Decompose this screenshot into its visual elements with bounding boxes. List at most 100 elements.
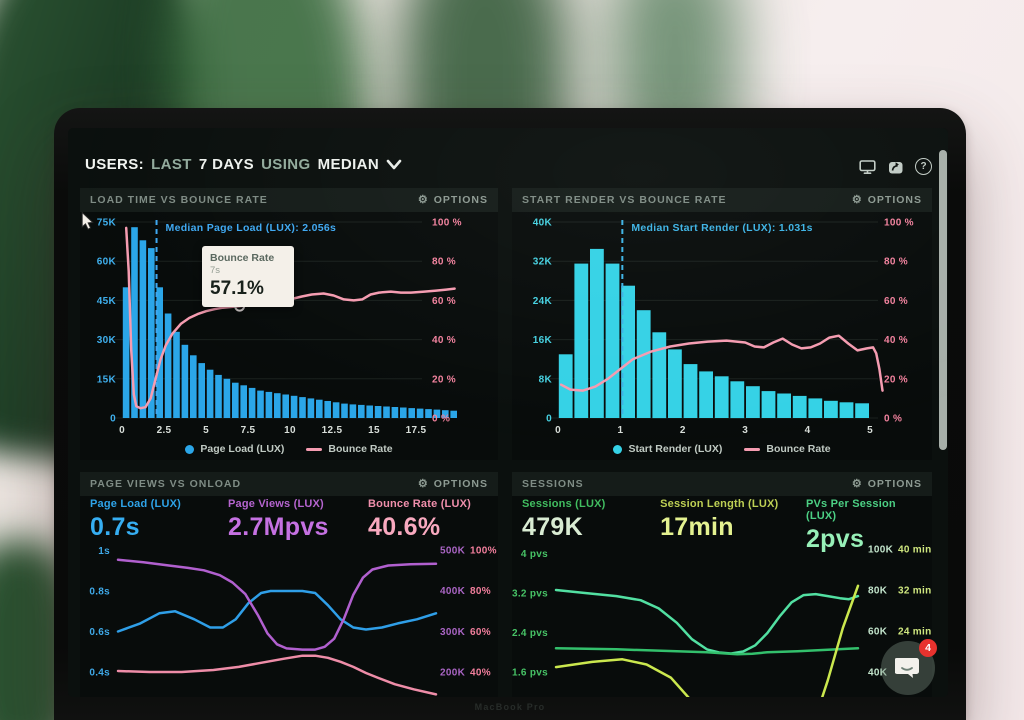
svg-text:0 %: 0 % bbox=[432, 414, 450, 425]
svg-text:15: 15 bbox=[368, 425, 380, 436]
metric-label: Page Views (LUX) bbox=[228, 498, 324, 510]
svg-text:32 min: 32 min bbox=[898, 586, 931, 597]
legend-label: Bounce Rate bbox=[328, 443, 393, 455]
tooltip-title: Bounce Rate bbox=[210, 252, 275, 264]
legend-item[interactable]: Page Load (LUX) bbox=[185, 443, 284, 455]
bezel-label: MacBook Pro bbox=[474, 702, 546, 712]
svg-text:40 %: 40 % bbox=[432, 335, 456, 346]
options-button[interactable]: ⚙ OPTIONS bbox=[418, 478, 488, 490]
legend-label: Start Render (LUX) bbox=[628, 443, 723, 455]
svg-text:100%: 100% bbox=[470, 546, 497, 557]
svg-text:0.4s: 0.4s bbox=[89, 668, 110, 679]
svg-text:10: 10 bbox=[284, 425, 296, 436]
svg-text:100 %: 100 % bbox=[884, 218, 914, 229]
metric: Page Views (LUX) 2.7Mpvs bbox=[228, 498, 368, 540]
metric: Page Load (LUX) 0.7s bbox=[90, 498, 228, 540]
page-views-chart[interactable]: 1s 0.8s 0.6s 0.4s 500K 100% 400K 80% 300K 60% 200K… bbox=[80, 540, 498, 697]
svg-text:12.5: 12.5 bbox=[322, 425, 343, 436]
svg-text:40 %: 40 % bbox=[884, 335, 908, 346]
svg-text:1s: 1s bbox=[98, 546, 110, 557]
svg-text:20 %: 20 % bbox=[884, 374, 908, 385]
metric-value: 2pvs bbox=[805, 525, 865, 553]
svg-text:15K: 15K bbox=[97, 374, 117, 385]
title-segment: USERS: bbox=[85, 156, 145, 173]
svg-text:0.8s: 0.8s bbox=[89, 587, 110, 598]
svg-text:16K: 16K bbox=[533, 335, 553, 346]
svg-text:24K: 24K bbox=[533, 296, 553, 307]
svg-text:80K: 80K bbox=[868, 586, 888, 597]
options-label: OPTIONS bbox=[867, 478, 922, 490]
legend-label: Bounce Rate bbox=[766, 443, 831, 455]
svg-text:Median Page Load (LUX): 2.056s: Median Page Load (LUX): 2.056s bbox=[166, 222, 337, 234]
svg-text:2.5: 2.5 bbox=[157, 425, 172, 436]
metric-label: Session Length (LUX) bbox=[660, 498, 779, 510]
svg-text:24 min: 24 min bbox=[898, 627, 931, 638]
display-icon[interactable] bbox=[859, 158, 876, 175]
legend-item[interactable]: Bounce Rate bbox=[306, 443, 393, 455]
svg-text:30K: 30K bbox=[97, 335, 117, 346]
laptop: USERS: LAST 7 DAYS USING MEDIAN ? bbox=[54, 108, 966, 720]
svg-text:200K: 200K bbox=[440, 668, 466, 679]
svg-text:2: 2 bbox=[680, 425, 686, 436]
svg-text:60 %: 60 % bbox=[884, 296, 908, 307]
metrics-row: Sessions (LUX) 479K Session Length (LUX)… bbox=[522, 498, 926, 552]
share-icon[interactable] bbox=[887, 158, 904, 175]
metric-label: Page Load (LUX) bbox=[90, 498, 182, 510]
metric: Session Length (LUX) 17min bbox=[660, 498, 806, 540]
legend-item[interactable]: Bounce Rate bbox=[744, 443, 831, 455]
panel-title: SESSIONS bbox=[522, 478, 584, 490]
metric: PVs Per Session (LUX) 2pvs bbox=[806, 498, 926, 552]
svg-text:100 %: 100 % bbox=[432, 218, 462, 229]
chevron-down-icon bbox=[386, 159, 402, 170]
title-segment: LAST bbox=[151, 156, 192, 173]
svg-text:0.6s: 0.6s bbox=[89, 627, 110, 638]
legend-line bbox=[306, 447, 323, 451]
chat-bubble-icon bbox=[895, 658, 919, 678]
sessions-chart[interactable]: 4 pvs 3.2 pvs 2.4 pvs 1.6 pvs 100K 40 min 80K 3… bbox=[512, 540, 932, 697]
svg-text:1: 1 bbox=[617, 425, 623, 436]
help-icon[interactable]: ? bbox=[915, 158, 932, 175]
panel-header: LOAD TIME VS BOUNCE RATE ⚙ OPTIONS bbox=[80, 188, 498, 212]
legend-dot bbox=[613, 444, 623, 454]
svg-text:100K: 100K bbox=[868, 545, 894, 556]
svg-text:40K: 40K bbox=[868, 668, 888, 679]
svg-text:400K: 400K bbox=[440, 586, 466, 597]
legend-item[interactable]: Start Render (LUX) bbox=[613, 443, 722, 455]
svg-text:5: 5 bbox=[867, 425, 873, 436]
gear-icon: ⚙ bbox=[851, 477, 863, 490]
legend: Start Render (LUX) Bounce Rate bbox=[512, 443, 932, 455]
cursor-pointer bbox=[81, 211, 94, 230]
start-render-chart[interactable]: Median Start Render (LUX): 1.031s 40K 32K 2… bbox=[512, 212, 932, 460]
options-button[interactable]: ⚙ OPTIONS bbox=[852, 194, 922, 206]
chat-widget[interactable]: 4 bbox=[881, 639, 937, 695]
legend-dot bbox=[185, 444, 195, 454]
metric-value: 479K bbox=[522, 513, 583, 541]
svg-text:0: 0 bbox=[110, 414, 116, 425]
metric-value: 2.7Mpvs bbox=[228, 513, 329, 541]
svg-text:0 %: 0 % bbox=[884, 414, 902, 425]
svg-text:20 %: 20 % bbox=[432, 374, 456, 385]
panel-title: START RENDER VS BOUNCE RATE bbox=[522, 194, 727, 206]
title-segment: MEDIAN bbox=[317, 156, 380, 173]
svg-text:Median Start Render (LUX): 1.0: Median Start Render (LUX): 1.031s bbox=[631, 222, 812, 234]
svg-text:40 min: 40 min bbox=[898, 545, 931, 556]
options-button[interactable]: ⚙ OPTIONS bbox=[418, 194, 488, 206]
scrollbar[interactable] bbox=[939, 150, 947, 450]
svg-text:80 %: 80 % bbox=[884, 257, 908, 268]
panel-start-render: START RENDER VS BOUNCE RATE ⚙ OPTIONS Me… bbox=[512, 188, 932, 460]
svg-text:500K: 500K bbox=[440, 546, 466, 557]
svg-text:45K: 45K bbox=[97, 296, 117, 307]
panel-header: PAGE VIEWS VS ONLOAD ⚙ OPTIONS bbox=[80, 472, 498, 496]
svg-text:17.5: 17.5 bbox=[406, 425, 427, 436]
svg-text:0: 0 bbox=[119, 425, 125, 436]
legend-line bbox=[744, 447, 761, 451]
svg-text:1.6 pvs: 1.6 pvs bbox=[512, 668, 548, 679]
page-title[interactable]: USERS: LAST 7 DAYS USING MEDIAN bbox=[85, 156, 402, 173]
svg-text:40%: 40% bbox=[470, 668, 491, 679]
svg-text:3: 3 bbox=[742, 425, 748, 436]
metrics-row: Page Load (LUX) 0.7s Page Views (LUX) 2.… bbox=[90, 498, 492, 540]
load-time-chart[interactable]: Median Page Load (LUX): 2.056s 75K 60K 45K 3… bbox=[80, 211, 498, 460]
title-segment: 7 DAYS bbox=[198, 156, 255, 173]
metric: Bounce Rate (LUX) 40.6% bbox=[368, 498, 486, 540]
options-button[interactable]: ⚙ OPTIONS bbox=[852, 478, 922, 490]
